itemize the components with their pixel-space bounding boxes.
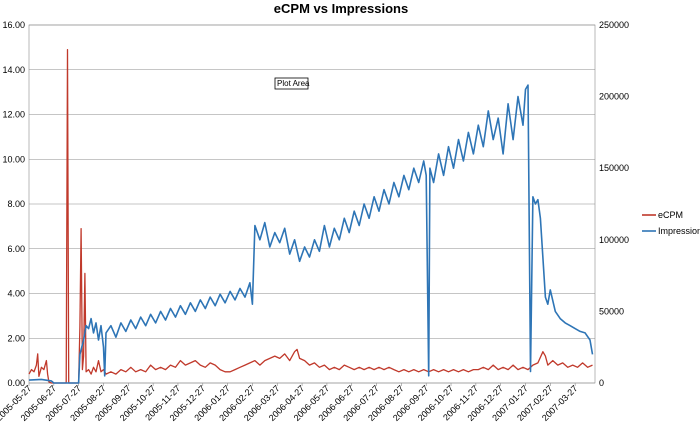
x-axis: 2005-05-272005-06-272005-07-272005-08-27… bbox=[0, 383, 580, 423]
right-tick-label: 150000 bbox=[599, 163, 629, 173]
series-group bbox=[28, 48, 594, 384]
left-tick-label: 0.00 bbox=[7, 378, 25, 388]
left-tick-label: 16.00 bbox=[2, 20, 25, 30]
right-tick-label: 250000 bbox=[599, 20, 629, 30]
right-tick-label: 50000 bbox=[599, 306, 624, 316]
tooltip-box bbox=[274, 77, 309, 90]
left-tick-label: 2.00 bbox=[7, 333, 25, 343]
series-line-impressions bbox=[28, 84, 594, 384]
right-tick-label: 100000 bbox=[599, 235, 629, 245]
legend: eCPM Impressions bbox=[642, 210, 700, 236]
tooltip-label: Plot Area bbox=[277, 79, 310, 88]
plot-area-tooltip: Plot Area bbox=[274, 77, 310, 90]
right-axis: 0 50000 100000 150000 200000 250000 bbox=[599, 20, 629, 388]
chart-title: eCPM vs Impressions bbox=[274, 1, 408, 16]
left-tick-label: 6.00 bbox=[7, 244, 25, 254]
left-tick-label: 14.00 bbox=[2, 65, 25, 75]
left-tick-label: 10.00 bbox=[2, 154, 25, 164]
left-tick-label: 4.00 bbox=[7, 289, 25, 299]
plot-border bbox=[28, 24, 596, 384]
left-tick-label: 8.00 bbox=[7, 199, 25, 209]
right-tick-label: 0 bbox=[599, 378, 604, 388]
legend-label: eCPM bbox=[658, 210, 683, 220]
series-line-ecpm bbox=[28, 48, 593, 384]
legend-label: Impressions bbox=[658, 226, 700, 236]
gridlines bbox=[28, 24, 596, 384]
right-tick-label: 200000 bbox=[599, 92, 629, 102]
left-axis: 0.00 2.00 4.00 6.00 8.00 10.00 12.00 14.00 16.00 bbox=[2, 20, 25, 388]
left-tick-label: 12.00 bbox=[2, 110, 25, 120]
